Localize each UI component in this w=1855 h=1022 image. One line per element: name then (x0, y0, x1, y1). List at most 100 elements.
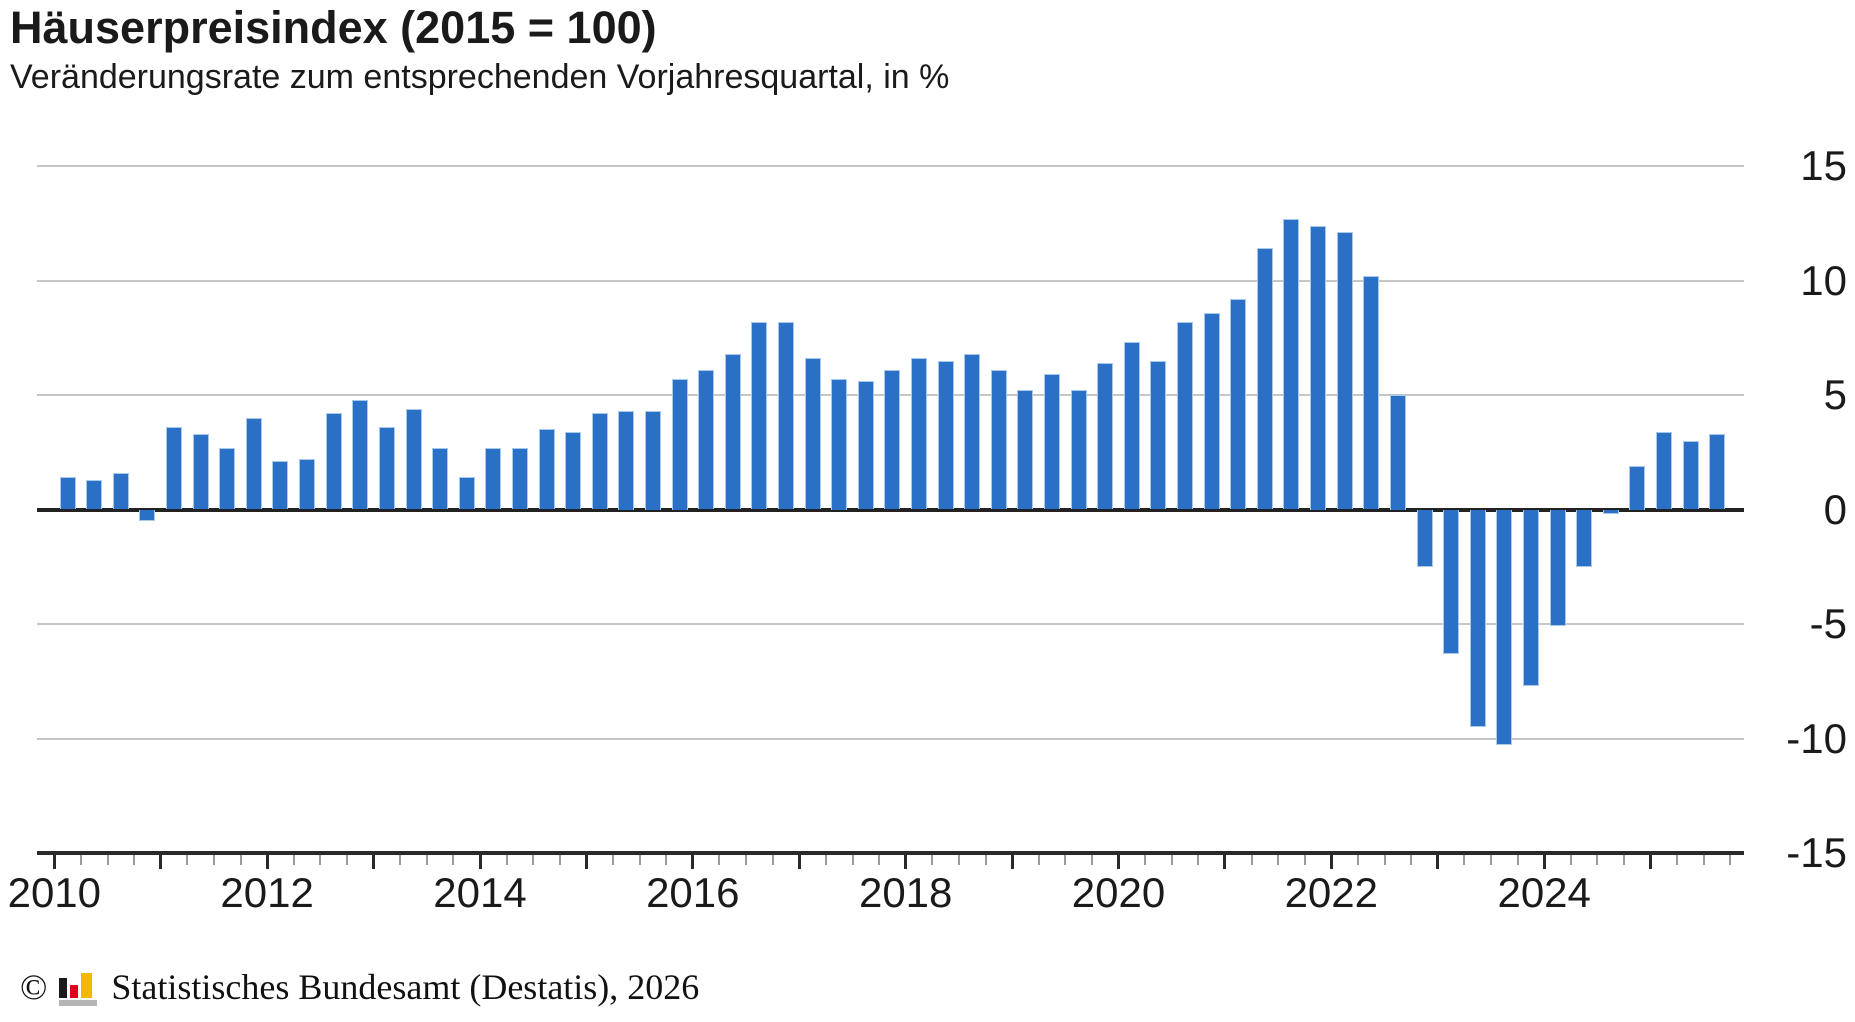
bar-2015-q4 (671, 379, 688, 510)
x-tick-minor-2018-q1 (931, 855, 934, 865)
bar-2012-q3 (325, 413, 342, 510)
x-tick-minor-2025-q1 (1676, 855, 1679, 865)
x-tick-minor-2023-q2 (1490, 855, 1492, 865)
bar-2025-q1 (1655, 431, 1672, 510)
bar-2019-q2 (1044, 374, 1060, 510)
x-tick-minor-2011-q1 (186, 855, 189, 865)
bar-2014-q3 (538, 429, 555, 510)
x-tick-minor-2023-q1 (1463, 855, 1466, 865)
gridline-10 (37, 279, 1744, 282)
x-tick-2013 (372, 855, 376, 869)
y-axis-label-0: 0 (1823, 485, 1847, 533)
x-tick-minor-2015-q2 (638, 855, 641, 865)
bar-2015-q2 (618, 411, 635, 510)
x-tick-minor-2014-q3 (558, 855, 561, 865)
y-axis-label--15: -15 (1786, 829, 1847, 876)
bar-2010-q1 (59, 477, 76, 510)
bar-2015-q1 (591, 413, 608, 510)
x-tick-minor-2018-q2 (957, 855, 960, 865)
y-axis-label-10: 10 (1800, 256, 1847, 304)
x-tick-minor-2021-q1 (1250, 855, 1253, 865)
x-tick-minor-2025-q2 (1702, 855, 1705, 865)
x-tick-2025 (1649, 855, 1653, 869)
logo-bar-gold (81, 972, 93, 998)
x-tick-minor-2012-q1 (292, 855, 295, 865)
x-tick-minor-2018-q3 (984, 855, 987, 865)
y-axis-label-15: 15 (1800, 142, 1847, 189)
x-tick-minor-2021-q2 (1277, 855, 1280, 865)
bar-2021-q1 (1230, 298, 1247, 510)
x-axis-label-2024: 2024 (1497, 869, 1591, 916)
bar-2014-q1 (485, 447, 502, 510)
x-tick-2010 (52, 855, 56, 869)
x-tick-minor-2020-q3 (1197, 855, 1200, 865)
gridline-15 (37, 165, 1744, 167)
x-tick-2024 (1542, 855, 1546, 869)
bar-2021-q2 (1256, 248, 1273, 510)
x-tick-minor-2013-q2 (425, 855, 428, 865)
bar-2012-q2 (299, 459, 315, 510)
destatis-logo-icon (59, 969, 99, 1006)
bar-2023-q4 (1522, 509, 1539, 686)
x-tick-minor-2020-q2 (1170, 855, 1173, 865)
x-tick-2023 (1436, 855, 1440, 869)
page-title: Häuserpreisindex (2015 = 100) (10, 2, 657, 53)
bar-2022-q3 (1389, 395, 1406, 510)
x-axis-label-2018: 2018 (858, 869, 953, 916)
bar-2011-q3 (219, 447, 236, 510)
y-axis-label--10: -10 (1786, 714, 1847, 762)
logo-bar-black (59, 977, 68, 998)
logo-bar-red (70, 984, 79, 998)
gridline--5 (37, 623, 1744, 625)
bar-2016-q2 (724, 353, 741, 510)
x-tick-2021 (1223, 855, 1227, 869)
zero-axis-line (37, 507, 1744, 512)
x-tick-minor-2022-q1 (1356, 855, 1359, 865)
x-axis-label-2014: 2014 (433, 869, 527, 916)
bar-2018-q3 (964, 353, 981, 510)
bar-2016-q4 (777, 321, 794, 510)
bar-2016-q3 (751, 321, 768, 510)
bar-2013-q2 (405, 408, 422, 510)
x-tick-minor-2017-q3 (878, 855, 881, 865)
x-axis-label-2020: 2020 (1071, 869, 1166, 916)
logo-base (59, 999, 98, 1006)
y-axis-label-5: 5 (1823, 371, 1847, 418)
source-text: Statistisches Bundesamt (Destatis), 2026 (111, 967, 700, 1007)
x-tick-minor-2016-q2 (745, 855, 747, 865)
x-tick-minor-2025-q3 (1729, 855, 1732, 865)
bar-2021-q3 (1283, 218, 1300, 510)
x-tick-minor-2014-q1 (505, 855, 508, 865)
bar-2025-q3 (1709, 433, 1726, 510)
bar-2022-q2 (1363, 275, 1380, 510)
x-tick-minor-2022-q2 (1383, 855, 1386, 865)
x-axis-line (37, 851, 1744, 855)
x-tick-minor-2012-q3 (346, 855, 348, 865)
x-tick-minor-2019-q1 (1037, 855, 1040, 865)
bar-2010-q2 (86, 479, 103, 510)
x-tick-2017 (797, 855, 801, 869)
bar-2024-q1 (1549, 509, 1566, 627)
x-tick-minor-2013-q1 (399, 855, 402, 865)
x-tick-2014 (478, 855, 482, 869)
bar-2011-q2 (192, 433, 209, 510)
bar-2023-q2 (1469, 509, 1486, 727)
bar-2022-q1 (1336, 232, 1353, 510)
x-tick-minor-2017-q1 (824, 855, 827, 865)
x-tick-minor-2015-q3 (665, 855, 668, 865)
source-footer: © Statistisches Bundesamt (Destatis), 20… (20, 966, 699, 1008)
bar-2017-q4 (884, 369, 901, 510)
bar-2013-q3 (432, 447, 449, 510)
bar-2018-q2 (937, 360, 954, 510)
x-tick-minor-2021-q3 (1303, 855, 1306, 865)
x-tick-minor-2016-q1 (718, 855, 721, 865)
x-axis-label-2022: 2022 (1284, 869, 1379, 916)
x-tick-minor-2011-q3 (239, 855, 242, 865)
bar-2024-q4 (1629, 466, 1646, 510)
bar-2017-q1 (804, 358, 821, 510)
bar-2020-q2 (1150, 360, 1167, 510)
gridline--10 (37, 737, 1744, 740)
x-tick-2022 (1329, 855, 1333, 869)
